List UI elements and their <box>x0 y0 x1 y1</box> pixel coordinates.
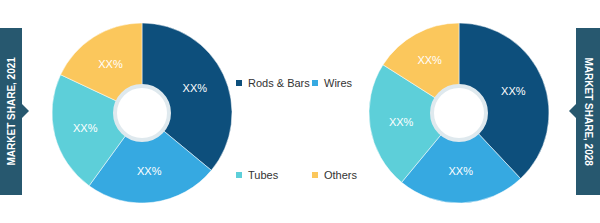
svg-text:XX%: XX% <box>137 165 162 177</box>
svg-text:XX%: XX% <box>73 122 98 134</box>
svg-text:XX%: XX% <box>389 116 414 128</box>
svg-text:XX%: XX% <box>183 82 208 94</box>
svg-text:Wires: Wires <box>324 77 353 89</box>
svg-text:XX%: XX% <box>98 58 123 70</box>
svg-text:MARKET SHARE, 2021: MARKET SHARE, 2021 <box>6 57 17 166</box>
svg-text:XX%: XX% <box>417 54 442 66</box>
svg-text:MARKET SHARE, 2028: MARKET SHARE, 2028 <box>583 58 594 167</box>
svg-text:XX%: XX% <box>501 85 526 97</box>
svg-text:Others: Others <box>324 169 358 181</box>
svg-text:Tubes: Tubes <box>248 169 279 181</box>
svg-text:Rods & Bars: Rods & Bars <box>248 77 310 89</box>
svg-text:XX%: XX% <box>449 165 474 177</box>
